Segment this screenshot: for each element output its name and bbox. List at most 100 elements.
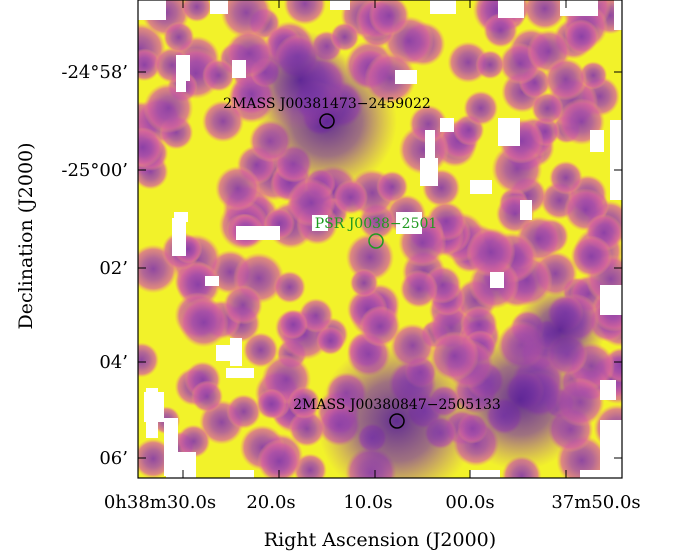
x-tick-label: 10.0s (343, 492, 392, 513)
emission-blob (226, 394, 262, 429)
masked-patch (172, 218, 186, 256)
emission-blob (138, 342, 159, 378)
source-marker-2mass-2 (389, 413, 405, 429)
masked-patch (216, 345, 230, 361)
masked-patch (610, 120, 622, 200)
emission-blob (349, 268, 379, 298)
emission-blob (368, 0, 410, 36)
emission-blob (475, 50, 505, 80)
emission-blob (220, 0, 272, 39)
masked-patch (600, 380, 616, 400)
emission-blob (243, 332, 279, 368)
map-image (138, 0, 622, 478)
emission-blob (288, 410, 326, 447)
masked-patch (560, 0, 598, 16)
emission-blob (570, 235, 613, 278)
masked-patch (470, 470, 500, 478)
source-marker-2mass-1 (319, 113, 335, 129)
source-label-2mass-2: 2MASS J00380847−2505133 (293, 397, 501, 413)
emission-blob (287, 386, 321, 419)
x-tick-label: 00.0s (445, 492, 494, 513)
emission-blob (316, 326, 345, 356)
masked-patch (425, 130, 435, 168)
emission-blob (531, 92, 564, 125)
emission-blob (523, 0, 566, 30)
emission-blob (191, 380, 224, 413)
masked-patch (230, 470, 254, 478)
emission-blob (176, 424, 211, 459)
masked-patch (312, 215, 328, 231)
masked-patch (176, 78, 186, 92)
emission-blob (376, 170, 409, 203)
source-markers: 2MASS J00381473−2459022 PSR J0038−2501 2… (223, 96, 501, 429)
source-marker-psr (368, 233, 384, 249)
x-axis: 0h38m30.0s 20.0s 10.0s 00.0s 37m50.0s (104, 0, 641, 513)
masked-patch (520, 200, 532, 220)
masked-patch (490, 272, 504, 288)
emission-blob (215, 165, 261, 211)
emission-blob (549, 160, 583, 195)
source-label-2mass-1: 2MASS J00381473−2459022 (223, 96, 431, 112)
x-tick-label: 0h38m30.0s (104, 492, 216, 513)
emission-blob (278, 309, 308, 340)
masked-patch (138, 0, 166, 20)
emission-blob (544, 57, 587, 101)
emission-blob (223, 285, 263, 325)
masked-patch (396, 212, 422, 234)
masked-patch (232, 60, 246, 78)
masked-patch (395, 70, 417, 84)
y-axis-title: Declination (J2000) (15, 142, 37, 329)
y-tick-label: 06’ (99, 448, 128, 469)
masked-patch (590, 130, 604, 152)
masked-patch (236, 226, 280, 240)
masked-patch (330, 0, 350, 10)
emission-blob (179, 297, 229, 348)
emission-blob (483, 13, 518, 48)
y-tick-label: 04’ (99, 352, 128, 373)
masked-patch (470, 180, 492, 194)
masked-patch (498, 0, 524, 18)
masked-patch (600, 285, 622, 315)
emission-hotspot (515, 285, 605, 375)
y-tick-label: 02’ (99, 258, 128, 279)
emission-hotspot (317, 341, 477, 478)
emission-blob (138, 127, 163, 168)
masked-patch (210, 0, 228, 14)
x-axis-title: Right Ascension (J2000) (264, 529, 496, 551)
emission-blob (202, 58, 236, 92)
masked-patch (146, 388, 158, 438)
y-tick-label: -25°00’ (61, 160, 128, 181)
emission-blob (143, 82, 194, 134)
emission-blob (399, 269, 438, 308)
masked-regions (138, 0, 622, 478)
emission-blob (181, 0, 213, 23)
y-axis: -24°58’ -25°00’ 02’ 04’ 06’ (61, 62, 622, 469)
masked-patch (166, 452, 196, 478)
masked-patch (614, 0, 622, 30)
emission-blob (256, 388, 287, 420)
emission-blob (273, 270, 306, 304)
emission-blob (138, 48, 161, 82)
emission-hotspots (250, 30, 605, 478)
y-tick-label: -24°58’ (61, 62, 128, 83)
plot-frame (137, 0, 623, 479)
emission-hotspot (250, 30, 350, 130)
masked-patch (498, 118, 520, 146)
emission-blob (409, 104, 448, 144)
masked-patch (580, 470, 602, 478)
emission-blob (163, 21, 195, 53)
masked-patch (420, 158, 438, 186)
x-tick-label: 37m50.0s (551, 492, 640, 513)
masked-patch (600, 420, 622, 478)
source-label-psr: PSR J0038−2501 (315, 216, 438, 232)
masked-patch (430, 0, 456, 14)
masked-patch (205, 276, 219, 286)
emission-blob (463, 90, 499, 126)
emission-blob (564, 19, 599, 54)
emission-blob (283, 0, 327, 26)
emission-blob (466, 227, 516, 277)
masked-patch (174, 212, 188, 222)
emission-blob (359, 305, 401, 347)
x-tick-label: 20.0s (246, 492, 295, 513)
